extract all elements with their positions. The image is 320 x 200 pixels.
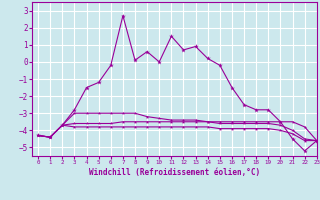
X-axis label: Windchill (Refroidissement éolien,°C): Windchill (Refroidissement éolien,°C) — [89, 168, 260, 177]
